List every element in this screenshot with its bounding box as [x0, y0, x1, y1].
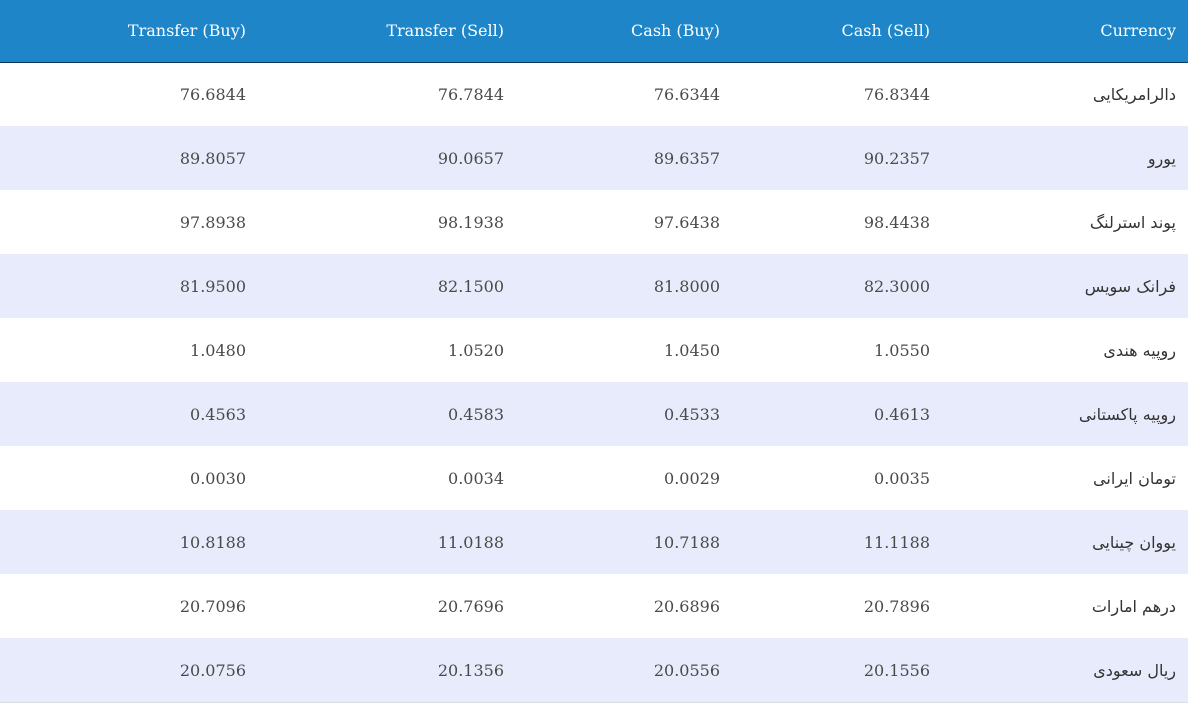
transfer-buy-cell: 0.4563	[190, 404, 246, 424]
transfer-buy-cell: 1.0480	[190, 340, 246, 360]
cash-sell-cell: 90.2357	[863, 148, 930, 168]
header-cash-buy: Cash (Buy)	[631, 21, 720, 41]
cash-sell-cell: 0.4613	[874, 404, 930, 424]
currency-cell: تومان ایرانی	[1093, 468, 1176, 488]
transfer-sell-cell: 0.4583	[448, 404, 504, 424]
cash-buy-cell: 0.0029	[664, 468, 720, 488]
cash-buy-cell: 89.6357	[653, 148, 720, 168]
cash-sell-cell: 1.0550	[874, 340, 930, 360]
transfer-sell-cell: 82.1500	[437, 276, 504, 296]
table-row: 76.6844 76.7844 76.6344 76.8344 دالرامری…	[0, 62, 1188, 126]
transfer-sell-cell: 98.1938	[437, 212, 504, 232]
transfer-buy-cell: 0.0030	[190, 468, 246, 488]
header-transfer-buy: Transfer (Buy)	[127, 21, 246, 41]
cash-buy-cell: 76.6344	[653, 84, 720, 104]
cash-sell-cell: 82.3000	[863, 276, 930, 296]
cash-sell-cell: 0.0035	[874, 468, 930, 488]
table-row: 0.0030 0.0034 0.0029 0.0035 تومان ایرانی	[0, 446, 1188, 510]
cash-buy-cell: 97.6438	[653, 212, 720, 232]
cash-buy-cell: 20.6896	[653, 596, 720, 616]
transfer-sell-cell: 0.0034	[448, 468, 504, 488]
table-row: 97.8938 98.1938 97.6438 98.4438 پوند است…	[0, 190, 1188, 254]
table-header: Transfer (Buy) Transfer (Sell) Cash (Buy…	[0, 0, 1188, 62]
table-row: 20.0756 20.1356 20.0556 20.1556 ریال سعو…	[0, 638, 1188, 702]
cash-sell-cell: 20.1556	[863, 660, 930, 680]
cash-buy-cell: 81.8000	[653, 276, 720, 296]
currency-cell: درهم امارات	[1091, 596, 1176, 616]
table-row: 81.9500 82.1500 81.8000 82.3000 فرانک سو…	[0, 254, 1188, 318]
table-row: 89.8057 90.0657 89.6357 90.2357 یورو	[0, 126, 1188, 190]
header-currency: Currency	[1100, 21, 1176, 41]
cash-buy-cell: 20.0556	[653, 660, 720, 680]
table-row: 20.7096 20.7696 20.6896 20.7896 درهم اما…	[0, 574, 1188, 638]
transfer-buy-cell: 81.9500	[179, 276, 246, 296]
transfer-buy-cell: 76.6844	[179, 84, 246, 104]
header-transfer-sell: Transfer (Sell)	[386, 21, 504, 41]
table-row: 1.0480 1.0520 1.0450 1.0550 روپیه هندی	[0, 318, 1188, 382]
table-row: 10.8188 11.0188 10.7188 11.1188 یووان چی…	[0, 510, 1188, 574]
cash-buy-cell: 10.7188	[653, 532, 720, 552]
cash-buy-cell: 0.4533	[664, 404, 720, 424]
transfer-buy-cell: 89.8057	[179, 148, 246, 168]
header-row: Transfer (Buy) Transfer (Sell) Cash (Buy…	[0, 0, 1188, 62]
cash-buy-cell: 1.0450	[664, 340, 720, 360]
currency-cell: دالرامریکایی	[1092, 84, 1176, 104]
transfer-buy-cell: 20.7096	[179, 596, 246, 616]
table-body: 76.6844 76.7844 76.6344 76.8344 دالرامری…	[0, 62, 1188, 702]
currency-cell: روپیه هندی	[1103, 340, 1176, 360]
currency-cell: یووان چینایی	[1092, 532, 1176, 552]
currency-cell: پوند استرلنگ	[1089, 212, 1176, 232]
header-cash-sell: Cash (Sell)	[841, 21, 930, 41]
currency-cell: روپیه پاکستانی	[1078, 404, 1176, 424]
transfer-buy-cell: 97.8938	[179, 212, 246, 232]
transfer-sell-cell: 76.7844	[437, 84, 504, 104]
transfer-sell-cell: 11.0188	[437, 532, 504, 552]
transfer-sell-cell: 90.0657	[437, 148, 504, 168]
cash-sell-cell: 11.1188	[863, 532, 930, 552]
transfer-sell-cell: 20.7696	[437, 596, 504, 616]
transfer-buy-cell: 10.8188	[179, 532, 246, 552]
table-row: 0.4563 0.4583 0.4533 0.4613 روپیه پاکستا…	[0, 382, 1188, 446]
currency-cell: فرانک سویس	[1084, 276, 1176, 296]
table-bottom-divider	[0, 702, 1188, 703]
cash-sell-cell: 98.4438	[863, 212, 930, 232]
transfer-buy-cell: 20.0756	[179, 660, 246, 680]
cash-sell-cell: 76.8344	[863, 84, 930, 104]
cash-sell-cell: 20.7896	[863, 596, 930, 616]
currency-cell: یورو	[1147, 148, 1176, 168]
currency-cell: ریال سعودی	[1093, 660, 1176, 680]
transfer-sell-cell: 20.1356	[437, 660, 504, 680]
transfer-sell-cell: 1.0520	[448, 340, 504, 360]
